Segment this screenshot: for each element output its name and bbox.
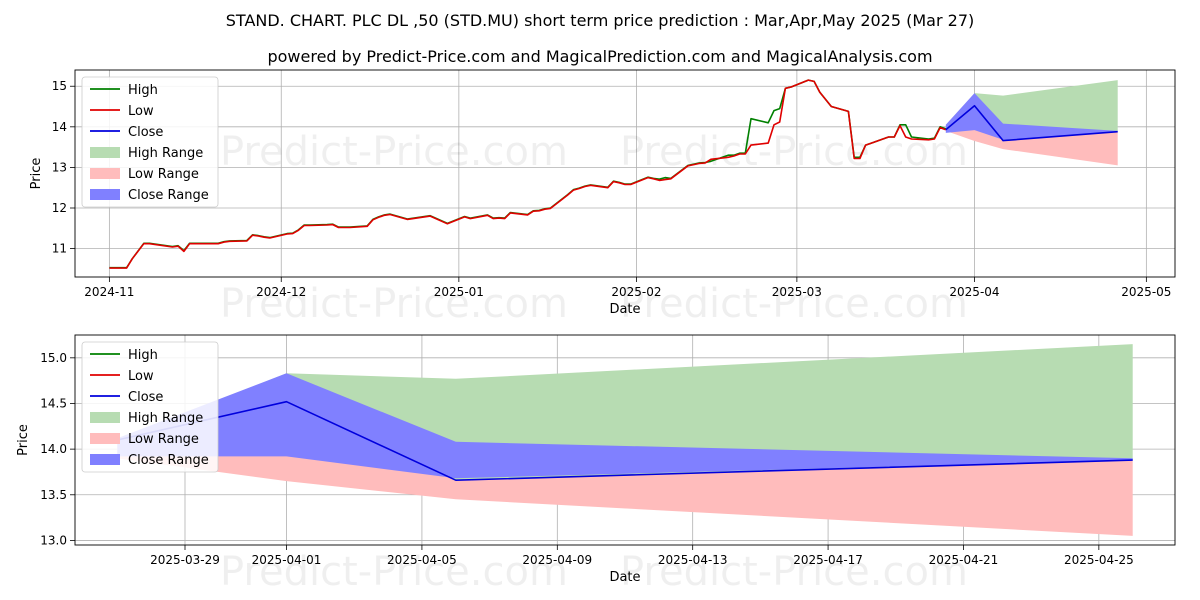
watermark-text: Predict-Price.com — [220, 549, 568, 595]
axes-frame — [74, 334, 1176, 546]
plot-area — [109, 79, 1118, 269]
x-tick-label: 2024-12 — [256, 285, 306, 299]
x-tick-label: 2025-04-17 — [793, 553, 863, 567]
legend-swatch — [90, 454, 120, 465]
legend-label: Close Range — [128, 188, 209, 203]
legend-swatch — [90, 168, 120, 179]
legend-swatch — [90, 189, 120, 200]
x-tick-label: 2025-01 — [434, 285, 484, 299]
low-line — [109, 79, 947, 269]
y-axis-label: Price — [16, 424, 31, 456]
legend-label: High Range — [128, 411, 203, 426]
legend: High Low Close High Range Low Range Close Ran… — [81, 76, 219, 208]
bottom-prediction-panel: 2025-03-29 2025-04-01 2025-04-05 2025-04-09… — [16, 334, 1176, 595]
legend-label: Low Range — [128, 167, 199, 182]
y-tick-label: 15.0 — [40, 351, 67, 365]
x-tick-label: 2025-03-29 — [150, 553, 220, 567]
y-axis-label: Price — [29, 158, 44, 190]
legend-swatch — [90, 147, 120, 158]
legend: High Low Close High Range Low Range Close Ran… — [81, 341, 219, 473]
legend-label: High Range — [128, 146, 203, 161]
x-tick-label: 2025-04 — [949, 285, 999, 299]
watermark-text: Predict-Price.com — [620, 129, 968, 175]
x-axis-label: Date — [609, 570, 640, 585]
x-tick-label: 2025-05 — [1121, 285, 1171, 299]
legend-label: Low — [128, 369, 154, 384]
close-range-band — [945, 93, 1118, 140]
axes-frame — [74, 69, 1176, 278]
high-range-band — [117, 344, 1133, 481]
watermark-text: Predict-Price.com — [220, 129, 568, 175]
close-range-band — [117, 373, 1133, 479]
legend-label: Low Range — [128, 432, 199, 447]
legend-label: High — [128, 348, 158, 363]
y-tick-label: 11 — [52, 242, 67, 256]
watermarks: Predict-Price.com Predict-Price.com Predic… — [220, 129, 968, 327]
legend-label: Low — [128, 104, 154, 119]
x-tick-label: 2025-04-01 — [252, 553, 322, 567]
x-tick-label: 2025-04-05 — [387, 553, 457, 567]
y-tick-label: 13.5 — [40, 488, 67, 502]
x-tick-label: 2025-04-21 — [929, 553, 999, 567]
low-range-band — [117, 401, 1133, 536]
y-tick-label: 15 — [52, 79, 67, 93]
y-tick-label: 14.5 — [40, 396, 67, 410]
x-axis-label: Date — [609, 302, 640, 317]
plot-area — [117, 344, 1133, 536]
legend-label: High — [128, 83, 158, 98]
low-range-band — [945, 105, 1118, 166]
watermark-text: Predict-Price.com — [620, 549, 968, 595]
x-tick-label: 2025-03 — [772, 285, 822, 299]
x-tick-label: 2025-04-25 — [1064, 553, 1134, 567]
y-tick-label: 13.0 — [40, 533, 67, 547]
legend-label: Close Range — [128, 453, 209, 468]
y-tick-label: 14 — [52, 120, 67, 134]
x-tick-label: 2025-04-13 — [658, 553, 728, 567]
y-tick-label: 12 — [52, 201, 67, 215]
x-tick-label: 2025-04-09 — [522, 553, 592, 567]
y-tick-label: 13 — [52, 160, 67, 174]
legend-swatch — [90, 433, 120, 444]
close-line — [945, 104, 1118, 142]
y-tick-label: 14.0 — [40, 442, 67, 456]
top-price-panel: 2024-11 2024-12 2025-01 2025-02 2025-03 2025-… — [29, 69, 1176, 327]
chart-title: STAND. CHART. PLC DL ,50 (STD.MU) short … — [226, 11, 975, 30]
high-range-band — [945, 80, 1118, 141]
watermark-text: Predict-Price.com — [220, 281, 568, 327]
x-tick-label: 2024-11 — [84, 285, 134, 299]
legend-label: Close — [128, 125, 163, 140]
watermark-text: Predict-Price.com — [620, 281, 968, 327]
legend-label: Close — [128, 390, 163, 405]
chart-subtitle: powered by Predict-Price.com and Magical… — [267, 47, 932, 66]
legend-swatch — [90, 412, 120, 423]
x-tick-label: 2025-02 — [611, 285, 661, 299]
